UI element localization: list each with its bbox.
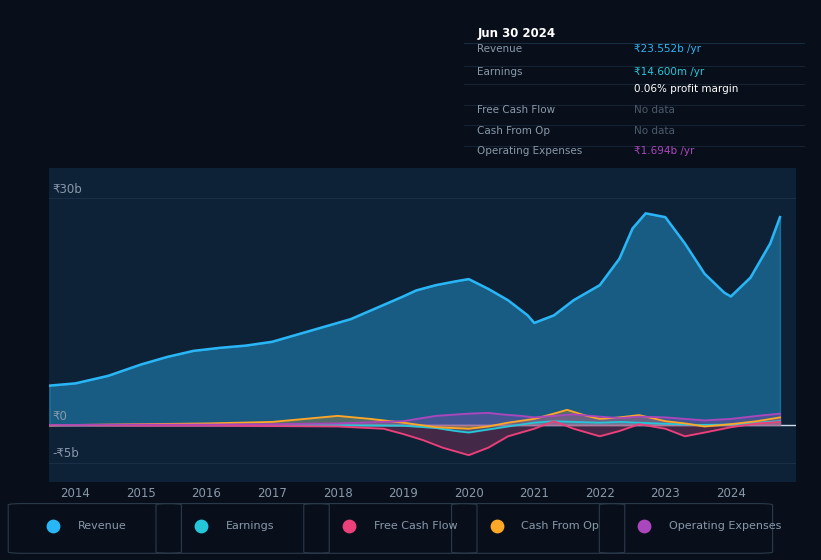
Text: ₹30b: ₹30b xyxy=(53,183,82,196)
Text: Revenue: Revenue xyxy=(478,44,523,54)
Text: No data: No data xyxy=(635,125,675,136)
Text: Free Cash Flow: Free Cash Flow xyxy=(374,521,457,531)
Text: -₹5b: -₹5b xyxy=(53,447,80,460)
Text: Earnings: Earnings xyxy=(478,67,523,77)
Point xyxy=(490,522,503,531)
Point xyxy=(195,522,208,531)
Text: Free Cash Flow: Free Cash Flow xyxy=(478,105,556,115)
Point xyxy=(342,522,355,531)
Text: No data: No data xyxy=(635,105,675,115)
Text: Jun 30 2024: Jun 30 2024 xyxy=(478,27,556,40)
Text: ₹23.552b /yr: ₹23.552b /yr xyxy=(635,44,701,54)
Text: Earnings: Earnings xyxy=(226,521,274,531)
Text: 0.06% profit margin: 0.06% profit margin xyxy=(635,84,739,94)
Text: Operating Expenses: Operating Expenses xyxy=(669,521,782,531)
Text: Operating Expenses: Operating Expenses xyxy=(478,146,583,156)
Point xyxy=(638,522,651,531)
Text: Revenue: Revenue xyxy=(78,521,126,531)
Text: Cash From Op: Cash From Op xyxy=(478,125,551,136)
Text: ₹0: ₹0 xyxy=(53,410,67,423)
Point xyxy=(47,522,60,531)
Text: ₹1.694b /yr: ₹1.694b /yr xyxy=(635,146,695,156)
Text: ₹14.600m /yr: ₹14.600m /yr xyxy=(635,67,704,77)
Text: Cash From Op: Cash From Op xyxy=(521,521,599,531)
